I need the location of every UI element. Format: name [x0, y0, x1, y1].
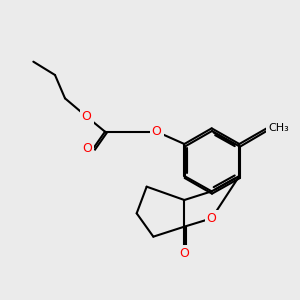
Text: O: O: [207, 212, 217, 225]
Text: CH₃: CH₃: [270, 124, 291, 134]
Text: O: O: [152, 125, 162, 138]
Text: O: O: [179, 247, 189, 260]
Text: O: O: [82, 110, 92, 123]
Text: CH₃: CH₃: [268, 123, 289, 133]
Text: O: O: [82, 142, 92, 155]
